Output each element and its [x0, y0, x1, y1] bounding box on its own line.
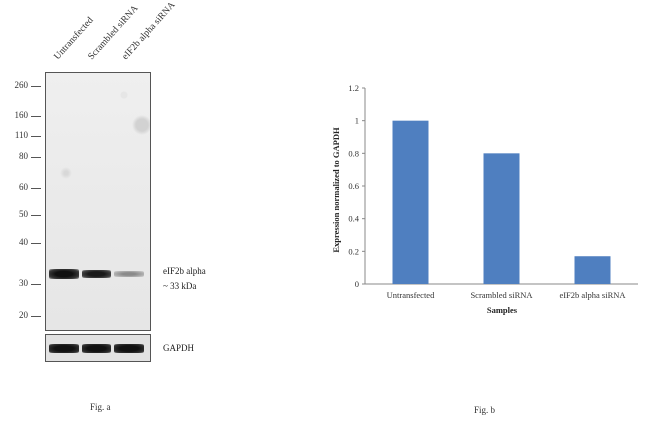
- mw-marker: 160: [14, 110, 29, 120]
- mw-marker: 30: [19, 278, 28, 288]
- y-tick-label: 0.2: [348, 246, 359, 256]
- bar-2: [574, 256, 611, 284]
- fig-a-caption: Fig. a: [90, 402, 111, 412]
- y-tick-label: 0: [355, 279, 359, 289]
- mw-tick: [31, 284, 41, 285]
- mw-marker: 20: [19, 310, 28, 320]
- band-untransfected: [49, 269, 79, 279]
- band-scrambled: [82, 270, 111, 278]
- mw-tick: [31, 215, 41, 216]
- mw-tick: [31, 243, 41, 244]
- y-tick-label: 0.6: [348, 181, 359, 191]
- x-tick-label: Untransfected: [387, 290, 435, 300]
- mw-marker: 50: [19, 209, 28, 219]
- gapdh-band-eif2b-sirna: [114, 344, 144, 353]
- fig-b-caption: Fig. b: [474, 405, 496, 415]
- y-tick-label: 0.8: [348, 148, 359, 158]
- mw-tick: [31, 188, 41, 189]
- gapdh-band-scrambled: [82, 344, 111, 353]
- bar-0: [392, 120, 429, 285]
- mw-marker: 80: [19, 151, 28, 161]
- mw-tick: [31, 116, 41, 117]
- mw-tick: [31, 86, 41, 87]
- gapdh-band-untransfected: [49, 344, 79, 353]
- mw-marker: 110: [14, 130, 28, 140]
- main-blot-membrane: [45, 72, 151, 331]
- gapdh-blot-membrane: [45, 334, 151, 362]
- mw-marker: 260: [14, 80, 29, 90]
- x-axis-label: Samples: [487, 305, 518, 315]
- mw-tick: [31, 157, 41, 158]
- y-tick-label: 1: [355, 116, 359, 126]
- x-tick-label: eIF2b alpha siRNA: [559, 290, 626, 300]
- gapdh-label: GAPDH: [163, 343, 195, 353]
- x-tick-label: Scrambled siRNA: [470, 290, 533, 300]
- mw-marker: 60: [19, 182, 28, 192]
- band-label-size: ~ 33 kDa: [163, 281, 197, 291]
- band-label-eif2b-alpha: eIF2b alpha: [163, 266, 206, 276]
- band-eif2b-sirna: [114, 271, 144, 277]
- mw-marker: 40: [19, 237, 28, 247]
- mw-tick: [31, 316, 41, 317]
- bar-1: [483, 153, 520, 284]
- y-tick-label: 1.2: [348, 83, 359, 93]
- y-tick-label: 0.4: [348, 214, 359, 224]
- mw-tick: [31, 136, 41, 137]
- y-axis-label: Expression normalized to GAPDH: [331, 127, 341, 253]
